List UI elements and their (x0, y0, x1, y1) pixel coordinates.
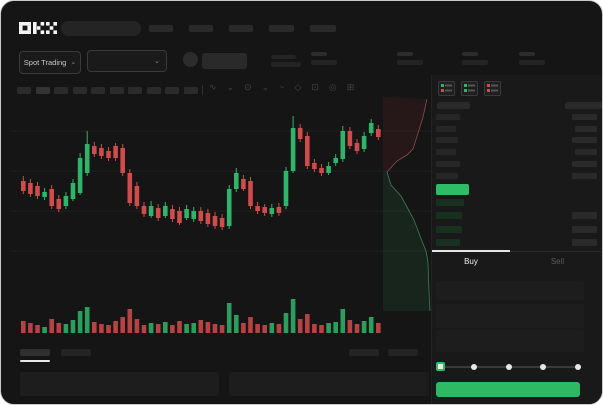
chevron-down-icon: ⌄ (154, 57, 160, 65)
fullscreen-icon[interactable]: ⊞ (346, 82, 355, 92)
chevron-down-icon[interactable]: ⌄ (261, 82, 270, 92)
book-both-icon[interactable] (438, 81, 455, 96)
timeframe-button[interactable] (72, 86, 87, 94)
bottom-tab[interactable] (61, 349, 91, 356)
slider-stop[interactable] (540, 364, 547, 370)
buy-submit-button[interactable] (436, 382, 580, 397)
timeframe-toolbar (17, 85, 203, 95)
slider-handle[interactable] (436, 362, 445, 371)
search-input[interactable] (61, 21, 141, 36)
stat-block (311, 52, 337, 65)
order-input-total[interactable] (436, 330, 584, 352)
stat-block (462, 52, 488, 65)
stat-block (519, 52, 545, 65)
price-placeholder (271, 55, 296, 59)
stat-block (397, 52, 423, 65)
timeframe-button[interactable] (128, 86, 142, 94)
candlestick-chart[interactable] (11, 97, 431, 337)
timeframe-button[interactable] (165, 86, 179, 94)
orderbook-ask-row[interactable] (436, 149, 597, 157)
coin-icon (183, 52, 198, 67)
timeframe-button[interactable] (35, 86, 50, 94)
buy-tab-indicator (432, 250, 510, 252)
last-price-badge[interactable] (436, 184, 469, 195)
tab-sell[interactable]: Sell (550, 257, 565, 266)
nav-item-placeholder[interactable] (229, 25, 253, 32)
chart-style-icon[interactable]: ∿ (209, 82, 217, 92)
bottom-tab-underline (20, 360, 50, 362)
orderbook-bid-row[interactable] (436, 239, 597, 247)
orderbook-bid-row[interactable] (436, 225, 597, 234)
timeframe-button[interactable] (109, 86, 124, 94)
price-sub-placeholder (271, 62, 301, 67)
nav-item-placeholder[interactable] (189, 25, 213, 32)
pair-title-placeholder (202, 53, 247, 69)
slider-stop[interactable] (505, 364, 512, 370)
market-type-label: Spot Trading (23, 58, 67, 67)
compare-icon[interactable]: ⊙ (244, 82, 252, 92)
bottom-tab-active[interactable] (20, 349, 50, 356)
orderbook-bid-row[interactable] (436, 212, 597, 220)
orderbook-ask-row[interactable] (436, 125, 597, 134)
slider-stop[interactable] (575, 364, 582, 370)
chevron-down-icon: ⌄ (70, 59, 77, 66)
timeframe-button[interactable] (17, 86, 31, 94)
bottom-panel (20, 372, 219, 396)
timeframe-button[interactable] (146, 86, 161, 94)
chart-tools: ∿ ⌄ ⊙ ⌄ ~ ◇ ⊡ ◎ ⊞ (209, 83, 354, 92)
timeframe-button[interactable] (54, 86, 68, 94)
orderbook-ask-row[interactable] (436, 137, 597, 145)
snapshot-icon[interactable]: ⊡ (311, 82, 319, 92)
tab-divider (432, 251, 602, 252)
orderbook-col-header-amount (565, 102, 602, 109)
orderbook-view-toggles (438, 81, 501, 96)
timeframe-button[interactable] (91, 86, 105, 94)
book-bids-icon[interactable] (461, 81, 478, 96)
nav-item-placeholder[interactable] (269, 25, 294, 32)
tab-buy[interactable]: Buy (464, 257, 478, 266)
okx-logo[interactable] (19, 20, 57, 41)
orderbook-col-header-price (437, 102, 470, 109)
nav-item-placeholder[interactable] (310, 25, 336, 32)
top-nav (149, 25, 336, 32)
timeframe-button[interactable] (183, 86, 198, 94)
chevron-down-icon[interactable]: ⌄ (226, 82, 235, 92)
nav-item-placeholder[interactable] (149, 25, 173, 32)
trade-sidebar: Buy Sell (431, 75, 602, 404)
bottom-control[interactable] (349, 349, 379, 356)
orderbook-ask-row[interactable] (436, 114, 597, 122)
slider-stop[interactable] (470, 364, 477, 370)
order-input-price[interactable] (436, 281, 584, 300)
order-input-amount[interactable] (436, 304, 584, 328)
settings-icon[interactable]: ◎ (328, 82, 337, 92)
bottom-control[interactable] (388, 349, 418, 356)
bottom-panel (229, 372, 429, 396)
draw-icon[interactable]: ◇ (294, 82, 302, 92)
line-tool-icon[interactable]: ~ (279, 82, 285, 92)
orderbook-ask-row[interactable] (436, 172, 597, 181)
market-type-dropdown[interactable]: Spot Trading ⌄ (19, 51, 81, 74)
pair-selector-dropdown[interactable]: ⌄ (87, 50, 167, 72)
orderbook-bid-row[interactable] (436, 199, 597, 207)
book-asks-icon[interactable] (484, 81, 501, 96)
orderbook-ask-row[interactable] (436, 160, 597, 169)
